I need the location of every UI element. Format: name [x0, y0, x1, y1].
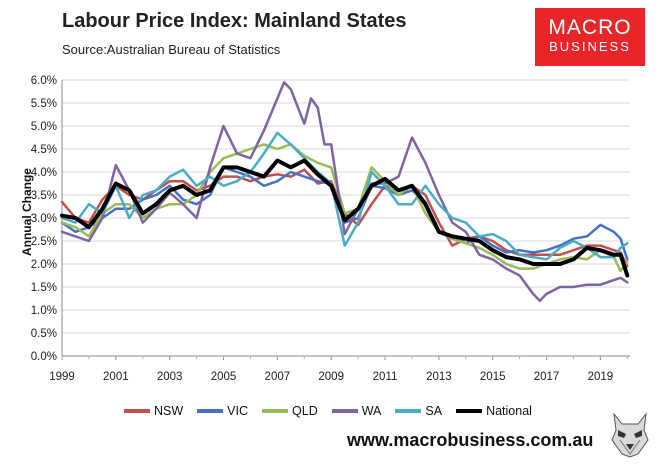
legend-swatch	[124, 409, 150, 413]
legend-swatch	[262, 409, 289, 413]
legend-label: WA	[361, 404, 382, 418]
legend-item-vic: VIC	[197, 404, 248, 418]
legend-item-nsw: NSW	[124, 404, 183, 418]
y-tick-label: 1.0%	[31, 305, 57, 317]
legend-swatch	[331, 409, 358, 413]
macrobusiness-logo: MACRO BUSINESS	[535, 8, 645, 66]
legend-item-national: National	[456, 404, 532, 418]
legend-item-sa: SA	[395, 404, 442, 418]
logo-line-1: MACRO	[548, 16, 632, 39]
y-tick-label: 5.0%	[31, 121, 57, 133]
x-tick-label: 2007	[265, 371, 291, 383]
legend-item-wa: WA	[331, 404, 382, 418]
series-lines	[60, 81, 630, 303]
chart-legend: NSW VIC QLD WA SA National	[124, 404, 532, 418]
y-tick-label: 2.0%	[31, 259, 57, 271]
y-tick-label: 6.0%	[31, 75, 57, 87]
series-line-national	[60, 158, 630, 278]
y-tick-label: 3.0%	[31, 213, 57, 225]
x-tick-label: 2013	[426, 371, 452, 383]
legend-swatch	[197, 409, 224, 413]
x-tick-label: 2019	[588, 371, 614, 383]
x-tick-label: 1999	[49, 371, 75, 383]
wolf-logo-icon	[611, 412, 649, 458]
y-tick-label: 4.5%	[31, 144, 57, 156]
legend-swatch	[395, 409, 422, 413]
axes: 0.0% 0.5% 1.0% 1.5% 2.0% 2.5% 3.0% 3.5% 4.0% 4.5%…	[31, 75, 630, 383]
legend-label: VIC	[227, 404, 249, 418]
legend-label: SA	[425, 404, 443, 418]
x-tick-label: 2015	[480, 371, 506, 383]
legend-item-qld: QLD	[262, 404, 318, 418]
x-tick-label: 2003	[157, 371, 183, 383]
legend-swatch	[456, 409, 483, 413]
logo-line-2: BUSINESS	[549, 39, 631, 54]
x-tick-label: 2009	[318, 371, 344, 383]
y-tick-label: 5.5%	[31, 98, 57, 110]
y-tick-label: 2.5%	[31, 236, 57, 248]
x-tick-label: 2011	[373, 371, 398, 383]
y-tick-label: 0.5%	[31, 328, 57, 340]
y-tick-label: 4.0%	[31, 167, 57, 179]
legend-label: NSW	[154, 404, 184, 418]
y-tick-label: 3.5%	[31, 190, 57, 202]
legend-label: QLD	[292, 404, 318, 418]
y-tick-label: 0.0%	[31, 351, 57, 363]
source-note: Source:Australian Bureau of Statistics	[62, 42, 281, 57]
x-tick-label: 2017	[534, 371, 560, 383]
x-tick-label: 2005	[211, 371, 237, 383]
legend-label: National	[486, 404, 532, 418]
x-tick-label: 2001	[103, 371, 129, 383]
website-url: www.macrobusiness.com.au	[347, 430, 594, 450]
y-tick-label: 1.5%	[31, 282, 57, 294]
chart-title: Labour Price Index: Mainland States	[62, 10, 407, 32]
series-line-sa	[60, 131, 629, 261]
series-line-wa	[60, 81, 629, 303]
